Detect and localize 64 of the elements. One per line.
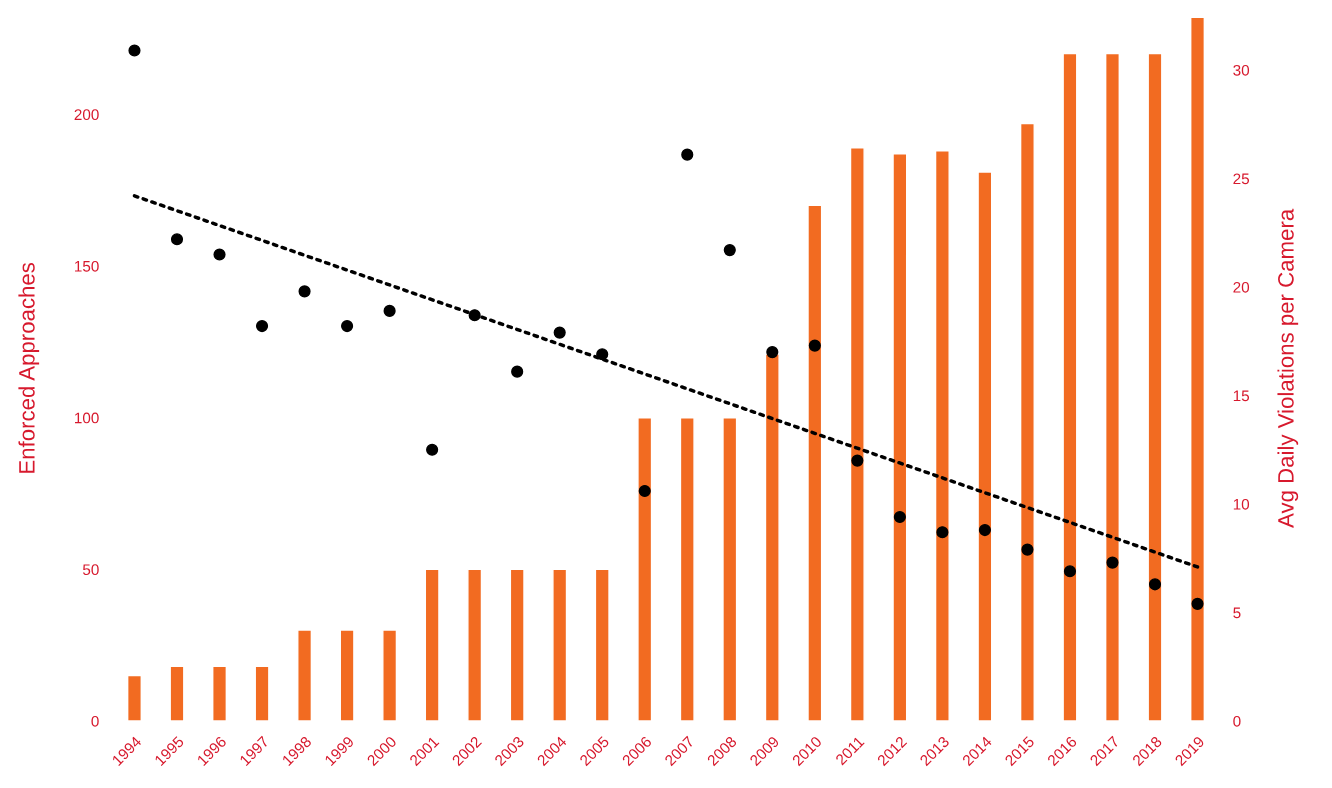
point xyxy=(128,44,141,57)
y-tick-label: 150 xyxy=(75,260,99,272)
bar xyxy=(679,416,695,722)
bar xyxy=(722,416,738,722)
point xyxy=(723,244,736,257)
y2-tick-label: 25 xyxy=(1233,173,1250,185)
point xyxy=(936,526,949,539)
point xyxy=(298,285,311,298)
bar xyxy=(169,665,185,722)
point xyxy=(553,326,566,339)
y-axis-title: Enforced Approaches xyxy=(18,262,40,473)
y2-tick-label: 0 xyxy=(1233,715,1241,727)
bar xyxy=(382,629,398,722)
point xyxy=(170,233,184,246)
y2-tick-label: 15 xyxy=(1233,390,1250,402)
bar xyxy=(339,629,355,722)
bar xyxy=(1062,52,1078,722)
point xyxy=(893,510,906,524)
bar xyxy=(977,171,993,722)
y2-tick-label: 30 xyxy=(1233,64,1250,76)
y2-tick-label: 20 xyxy=(1233,281,1250,293)
point xyxy=(808,339,821,352)
y2-tick-label: 10 xyxy=(1233,498,1250,510)
bar xyxy=(509,568,525,722)
point xyxy=(681,148,694,161)
bar xyxy=(807,204,823,722)
bar xyxy=(254,665,270,722)
bar xyxy=(892,153,908,722)
y2-tick-label: 5 xyxy=(1233,607,1241,619)
point xyxy=(1106,556,1119,569)
bar xyxy=(1190,16,1206,722)
point xyxy=(511,365,524,378)
bar xyxy=(934,150,950,722)
bar xyxy=(594,568,610,722)
point xyxy=(213,248,226,261)
y-tick-label: 50 xyxy=(82,564,99,576)
point xyxy=(341,320,354,333)
bar xyxy=(297,629,313,722)
point xyxy=(1021,543,1034,556)
bar xyxy=(467,568,483,722)
bar xyxy=(1019,122,1035,722)
bar xyxy=(212,665,228,722)
point xyxy=(638,484,651,498)
point xyxy=(766,346,779,359)
y2-axis-title: Avg Daily Violations per Camera xyxy=(1277,208,1299,528)
point xyxy=(383,304,396,317)
y-tick-label: 0 xyxy=(91,715,99,727)
bar xyxy=(849,147,865,722)
bar xyxy=(637,416,653,722)
y-tick-label: 100 xyxy=(75,412,99,424)
bar xyxy=(552,568,568,722)
point xyxy=(255,320,269,333)
bar xyxy=(764,353,780,722)
bar xyxy=(1147,52,1163,722)
bar xyxy=(1104,52,1120,722)
y-tick-label: 200 xyxy=(74,109,99,121)
bar xyxy=(424,568,440,722)
point xyxy=(426,443,439,456)
point xyxy=(1191,597,1204,610)
point xyxy=(1063,565,1077,578)
bar xyxy=(126,674,142,722)
point xyxy=(851,454,864,467)
point xyxy=(978,523,991,537)
point xyxy=(1148,578,1162,591)
